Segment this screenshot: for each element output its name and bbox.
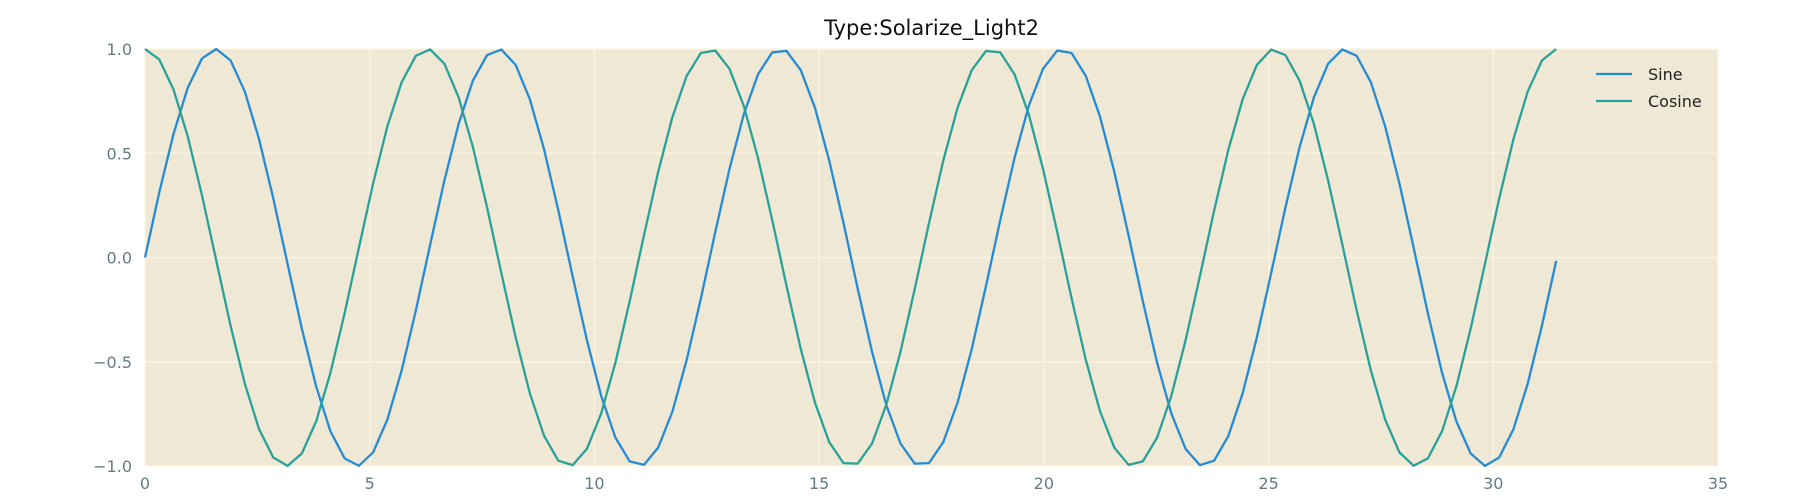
grid — [144, 48, 1719, 467]
y-tick-label: −0.5 — [93, 353, 132, 372]
x-tick-label: 15 — [809, 474, 829, 493]
chart-title: Type:Solarize_Light2 — [823, 16, 1039, 41]
y-tick-label: 1.0 — [107, 40, 132, 59]
series-line-cosine — [144, 48, 1557, 468]
y-tick-label: 0.5 — [107, 144, 132, 163]
legend-label: Sine — [1648, 65, 1683, 84]
series-line-sine — [143, 47, 1558, 468]
x-tick-label: 25 — [1258, 474, 1278, 493]
x-tick-label: 0 — [140, 474, 150, 493]
y-axis: −1.0 −0.5 0.0 0.5 1.0 — [93, 40, 132, 476]
x-tick-label: 10 — [584, 474, 604, 493]
series-layer — [143, 47, 1558, 468]
y-tick-label: 0.0 — [107, 249, 132, 268]
legend-label: Cosine — [1648, 92, 1702, 111]
x-axis: 0 5 10 15 20 25 30 35 — [140, 474, 1728, 493]
x-tick-label: 5 — [365, 474, 375, 493]
legend: Sine Cosine — [1596, 65, 1702, 111]
y-tick-label: −1.0 — [93, 457, 132, 476]
x-tick-label: 30 — [1483, 474, 1503, 493]
x-tick-label: 35 — [1708, 474, 1728, 493]
x-tick-label: 20 — [1034, 474, 1054, 493]
